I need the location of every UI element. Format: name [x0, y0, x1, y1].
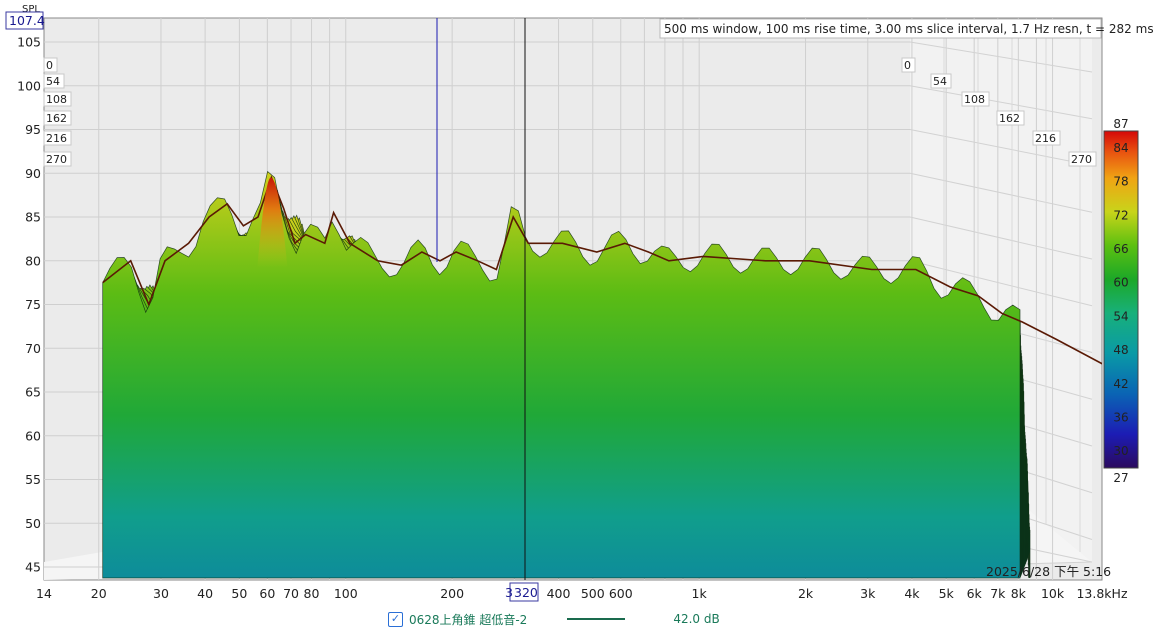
time-label-box: [996, 110, 1025, 126]
time-label-box: [43, 130, 72, 146]
colorbar-label: 30: [1113, 444, 1128, 458]
y-tick-label: 85: [25, 210, 41, 225]
time-label-box: [43, 73, 65, 89]
time-axis-label: 216: [46, 132, 67, 145]
time-label-box: [930, 73, 952, 89]
y-tick-label: 95: [25, 122, 41, 137]
x-tick-label: 600: [609, 586, 633, 601]
time-label-box: [1068, 151, 1097, 167]
y-tick-label: 105: [17, 35, 41, 50]
colorbar-label: 42: [1113, 377, 1128, 391]
x-tick-label: 2k: [798, 586, 814, 601]
y-tick-label: 45: [25, 560, 41, 575]
colorbar-label: 72: [1113, 208, 1128, 222]
y-tick-label: 75: [25, 297, 41, 312]
legend[interactable]: ✓ 0628上角錐 超低音-2 42.0 dB: [388, 610, 720, 628]
wall-grid-line: [909, 260, 1093, 307]
colorbar-label: 27: [1113, 471, 1128, 485]
x-tick-label: 50: [231, 586, 247, 601]
y-tick-label: 50: [25, 516, 41, 531]
x-cursor-readout-box: [509, 582, 539, 602]
x-tick-label: 13.8kHz: [1076, 586, 1127, 601]
front-response-line: [102, 175, 1102, 365]
legend-checkbox[interactable]: ✓: [388, 611, 403, 627]
x-cursor-partial-label: 3: [505, 585, 513, 600]
colorbar-label: 36: [1113, 410, 1128, 424]
y-axis-label: SPL: [22, 4, 40, 15]
time-label-box: [961, 91, 990, 107]
legend-series-name: 0628上角錐 超低音-2: [409, 612, 528, 627]
time-axis-label: 54: [46, 75, 60, 88]
x-tick-label: 7k: [990, 586, 1006, 601]
legend-value: 42.0 dB: [673, 612, 720, 626]
x-tick-label: 20: [91, 586, 107, 601]
waterfall-slice: [102, 170, 1021, 579]
x-tick-label: 4k: [904, 586, 920, 601]
y-tick-label: 70: [25, 341, 41, 356]
timestamp: 2025/6/28 下午 5:16: [986, 564, 1111, 579]
time-axis-label: 0: [46, 59, 53, 72]
wall-grid-line: [909, 172, 1093, 213]
x-tick-label: 100: [334, 586, 358, 601]
peak-highlight: [257, 177, 288, 268]
y-tick-label: 55: [25, 472, 41, 487]
x-tick-label: 8k: [1011, 586, 1027, 601]
colorbar-label: 66: [1113, 242, 1128, 256]
time-axis-label: 162: [999, 112, 1020, 125]
header-box: [659, 18, 1102, 39]
time-axis-label: 216: [1035, 132, 1056, 145]
wall-grid-line: [909, 216, 1093, 260]
x-tick-label: 30: [153, 586, 169, 601]
y-tick-label: 65: [25, 385, 41, 400]
colorbar: 87 84 78 72 66 60 54 48 42 36 30 27: [1103, 117, 1139, 485]
y-tick-label: 90: [25, 166, 41, 181]
time-axis-label: 54: [933, 75, 947, 88]
x-tick-label: 80: [304, 586, 320, 601]
x-tick-label: 200: [440, 586, 464, 601]
time-label-box: [43, 57, 58, 73]
x-tick-label: 6k: [967, 586, 983, 601]
colorbar-label: 54: [1113, 309, 1128, 323]
x-tick-label: 40: [197, 586, 213, 601]
time-axis-label: 108: [46, 93, 67, 106]
wall-grid-line: [909, 41, 1093, 73]
x-tick-label: 14: [36, 586, 52, 601]
x-tick-label: 70: [283, 586, 299, 601]
y-tick-label: 80: [25, 253, 41, 268]
colorbar-label: 84: [1113, 141, 1128, 155]
time-axis-label: 270: [46, 153, 67, 166]
colorbar-label: 60: [1113, 276, 1128, 290]
colorbar-gradient: [1103, 130, 1139, 469]
time-axis-label: 0: [904, 59, 911, 72]
colorbar-label: 87: [1113, 117, 1128, 131]
time-label-box: [43, 151, 72, 167]
y-tick-label: 60: [25, 428, 41, 443]
x-tick-label: 400: [547, 586, 571, 601]
legend-swatch: [567, 618, 626, 620]
wall-grid-line: [909, 85, 1093, 120]
colorbar-label: 48: [1113, 343, 1128, 357]
wall-grid-line: [909, 129, 1093, 166]
time-axis-label: 162: [46, 112, 67, 125]
x-tick-label: 3k: [860, 586, 876, 601]
header-text: 500 ms window, 100 ms rise time, 3.00 ms…: [664, 22, 1154, 36]
colorbar-label: 78: [1113, 175, 1128, 189]
x-tick-label: 5k: [939, 586, 955, 601]
time-label-box: [1032, 130, 1061, 146]
time-axis-label: 270: [1071, 153, 1092, 166]
time-label-box: [43, 91, 72, 107]
time-axis-label: 108: [964, 93, 985, 106]
waterfall-surface: [102, 170, 1102, 579]
x-tick-label: 60: [259, 586, 275, 601]
time-label-box: [901, 57, 916, 73]
x-cursor-readout: 320: [514, 585, 538, 600]
y-tick-label: 100: [17, 78, 41, 93]
y-cursor-readout-box: [5, 11, 44, 30]
x-tick-label: 10k: [1041, 586, 1065, 601]
x-tick-label: 500: [581, 586, 605, 601]
time-label-box: [43, 110, 72, 126]
x-tick-label: 1k: [692, 586, 708, 601]
y-cursor-readout: 107.4: [9, 13, 45, 28]
